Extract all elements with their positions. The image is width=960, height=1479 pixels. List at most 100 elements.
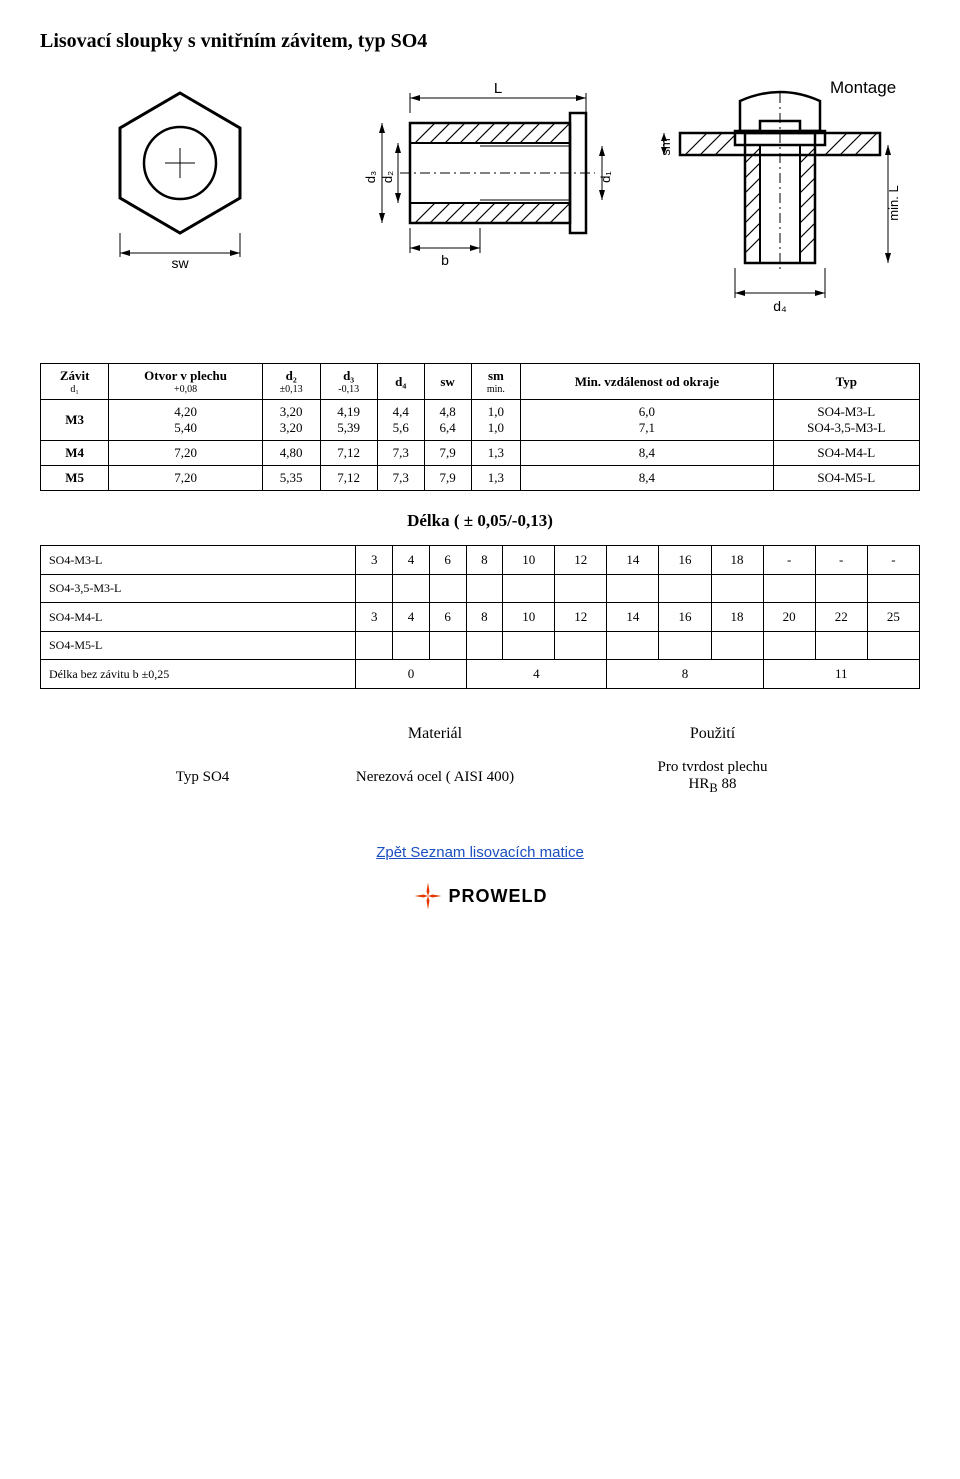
table-cell: 8: [466, 603, 503, 632]
diagram-side: L b d₃ d₂ d₁: [330, 73, 630, 293]
table-cell: 4,195,39: [320, 400, 377, 441]
table-cell: [555, 632, 607, 660]
row-label: SO4-M4-L: [41, 603, 356, 632]
table-cell: 14: [607, 603, 659, 632]
table-row: SO4-M3-L34681012141618---: [41, 546, 920, 575]
table-cell: [659, 575, 711, 603]
page-title: Lisovací sloupky s vnitřním závitem, typ…: [40, 30, 920, 53]
table-cell: M5: [41, 466, 109, 491]
table-row: SO4-3,5-M3-L: [41, 575, 920, 603]
table-cell: [867, 575, 919, 603]
table-cell: [607, 632, 659, 660]
diagram-hex: sw: [40, 73, 320, 273]
table-cell: [555, 575, 607, 603]
table-cell: 7,20: [109, 441, 263, 466]
table-cell: 7,20: [109, 466, 263, 491]
table-cell: 7,9: [424, 441, 471, 466]
table-cell: 1,3: [471, 466, 521, 491]
spec-header: smmin.: [471, 364, 521, 400]
table-cell: 1,3: [471, 441, 521, 466]
material-header: Materiál: [277, 717, 593, 751]
table-cell: [815, 632, 867, 660]
table-row: M47,204,807,127,37,91,38,4SO4-M4-L: [41, 441, 920, 466]
table-cell: 18: [711, 546, 763, 575]
table-cell: 4,205,40: [109, 400, 263, 441]
table-cell: [503, 575, 555, 603]
spec-header: Typ: [773, 364, 919, 400]
table-cell: 8,4: [521, 441, 773, 466]
table-cell: 22: [815, 603, 867, 632]
table-cell: 3: [356, 546, 393, 575]
svg-text:Montage: Montage: [830, 78, 896, 97]
table-cell: [429, 575, 466, 603]
table-cell: [711, 632, 763, 660]
spec-header: Min. vzdálenost od okraje: [521, 364, 773, 400]
table-cell: 6,07,1: [521, 400, 773, 441]
table-cell: 12: [555, 546, 607, 575]
row-label: Délka bez závitu b ±0,25: [41, 660, 356, 689]
diagrams-row: sw: [40, 73, 920, 333]
table-cell: 18: [711, 603, 763, 632]
lengths-table: SO4-M3-L34681012141618---SO4-3,5-M3-LSO4…: [40, 545, 920, 689]
svg-text:sw: sw: [171, 255, 189, 271]
use-header: Použití: [593, 717, 832, 751]
logo-star-icon: [413, 881, 443, 911]
table-cell: 8: [466, 546, 503, 575]
table-cell: 7,12: [320, 466, 377, 491]
table-cell: 11: [763, 660, 919, 689]
table-cell: [711, 575, 763, 603]
table-cell: 4: [393, 546, 430, 575]
svg-text:d₃: d₃: [363, 171, 378, 184]
back-link[interactable]: Zpět Seznam lisovacích matice: [40, 844, 920, 861]
table-cell: 10: [503, 546, 555, 575]
table-cell: [503, 632, 555, 660]
row-label: SO4-3,5-M3-L: [41, 575, 356, 603]
table-cell: [867, 632, 919, 660]
table-cell: 7,12: [320, 441, 377, 466]
table-cell: -: [867, 546, 919, 575]
table-cell: [466, 632, 503, 660]
table-row: SO4-M4-L34681012141618202225: [41, 603, 920, 632]
table-cell: 5,35: [262, 466, 320, 491]
table-cell: 4: [466, 660, 607, 689]
material-value: Nerezová ocel ( AISI 400): [277, 751, 593, 804]
table-cell: 4,80: [262, 441, 320, 466]
table-row: SO4-M5-L: [41, 632, 920, 660]
table-cell: 12: [555, 603, 607, 632]
table-cell: 0: [356, 660, 466, 689]
table-cell: SO4-M3-LSO4-3,5-M3-L: [773, 400, 919, 441]
table-cell: [356, 632, 393, 660]
table-cell: 7,3: [377, 466, 424, 491]
table-cell: 3,203,20: [262, 400, 320, 441]
table-cell: 7,9: [424, 466, 471, 491]
table-cell: SO4-M4-L: [773, 441, 919, 466]
table-cell: [763, 632, 815, 660]
material-table: Materiál Použití Typ SO4 Nerezová ocel (…: [128, 717, 832, 804]
table-row: M57,205,357,127,37,91,38,4SO4-M5-L: [41, 466, 920, 491]
table-cell: 10: [503, 603, 555, 632]
table-cell: [356, 575, 393, 603]
table-cell: -: [763, 546, 815, 575]
logo-text: PROWELD: [449, 886, 548, 907]
table-cell: [607, 575, 659, 603]
table-cell: [393, 575, 430, 603]
svg-text:L: L: [494, 80, 502, 97]
table-cell: 8: [607, 660, 763, 689]
table-cell: 14: [607, 546, 659, 575]
table-cell: SO4-M5-L: [773, 466, 919, 491]
spec-header: sw: [424, 364, 471, 400]
table-row: M34,205,403,203,204,195,394,45,64,86,41,…: [41, 400, 920, 441]
svg-text:d₄: d₄: [773, 298, 787, 314]
table-cell: [429, 632, 466, 660]
table-cell: M3: [41, 400, 109, 441]
table-cell: [466, 575, 503, 603]
table-cell: [763, 575, 815, 603]
lengths-title: Délka ( ± 0,05/-0,13): [40, 511, 920, 531]
logo: PROWELD: [40, 881, 920, 911]
table-cell: 3: [356, 603, 393, 632]
table-cell: 6: [429, 546, 466, 575]
spec-header: d₂±0,13: [262, 364, 320, 400]
table-cell: 25: [867, 603, 919, 632]
spec-header: Závitd₁: [41, 364, 109, 400]
table-cell: 7,3: [377, 441, 424, 466]
